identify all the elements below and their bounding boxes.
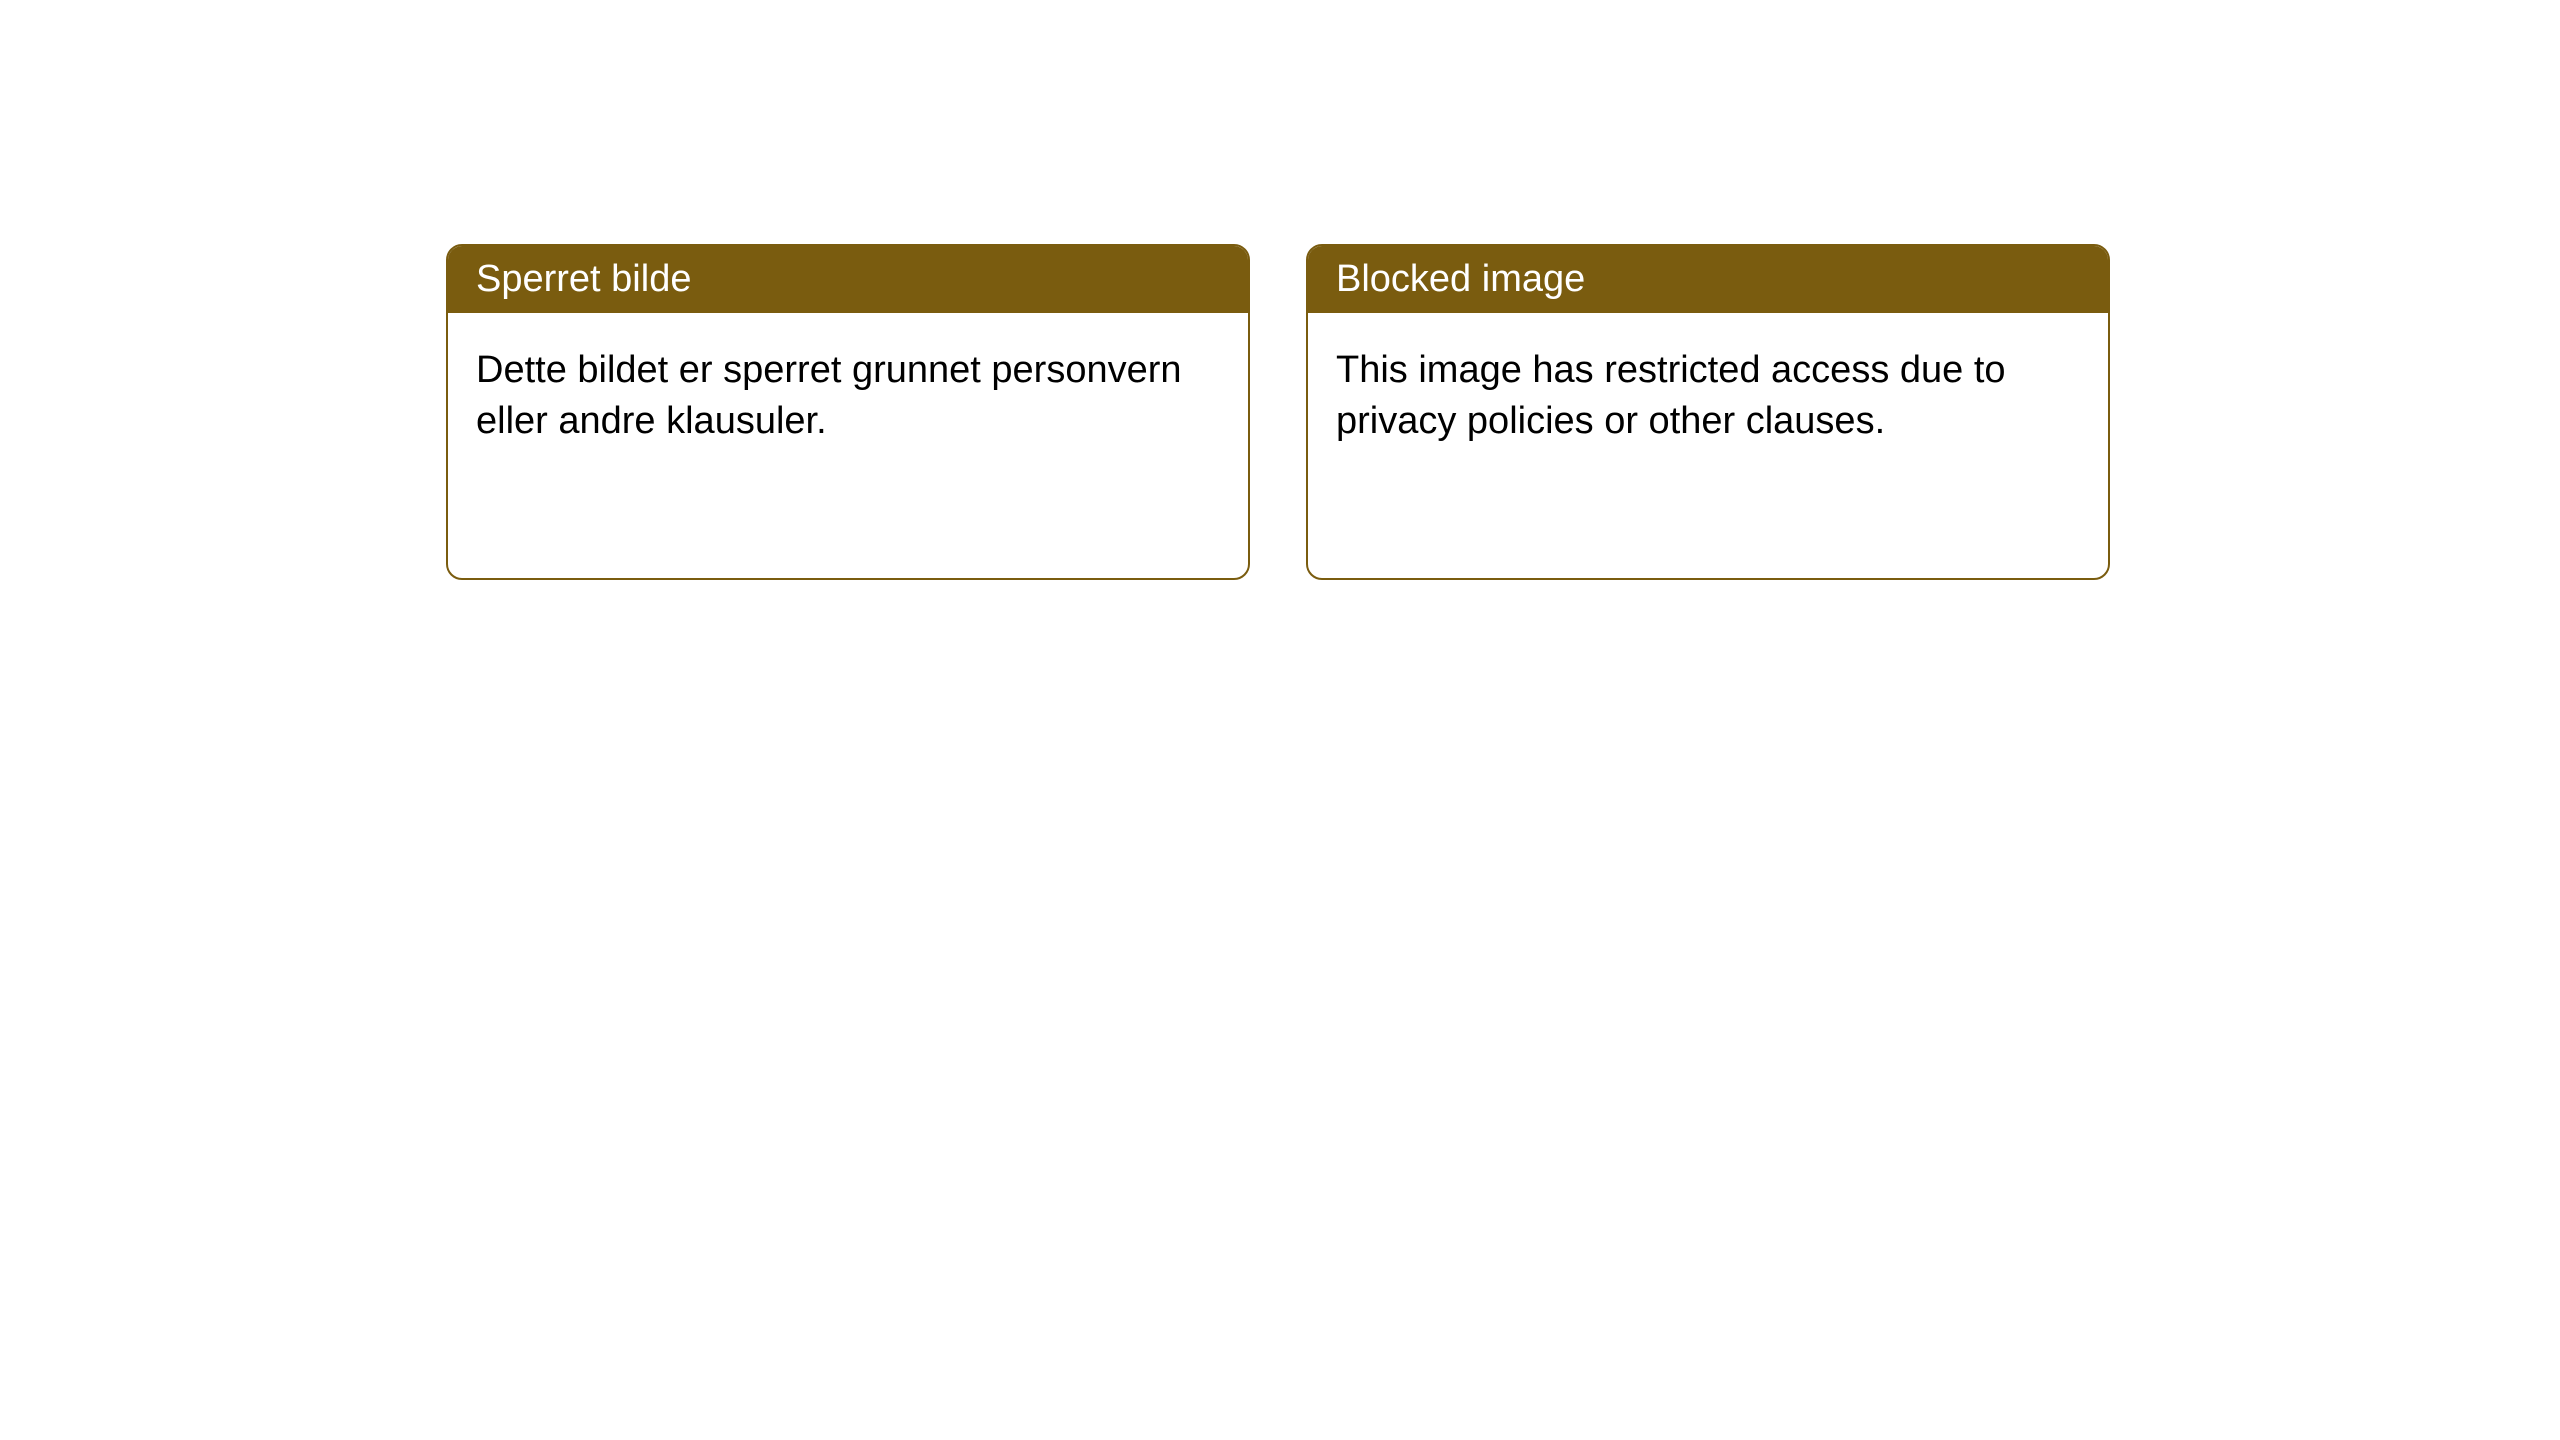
notice-container: Sperret bilde Dette bildet er sperret gr… [446,244,2110,580]
notice-text: Dette bildet er sperret grunnet personve… [476,349,1182,442]
notice-body: This image has restricted access due to … [1308,313,2108,480]
notice-header: Blocked image [1308,246,2108,313]
notice-body: Dette bildet er sperret grunnet personve… [448,313,1248,480]
notice-card-english: Blocked image This image has restricted … [1306,244,2110,580]
notice-title: Sperret bilde [476,258,691,300]
notice-card-norwegian: Sperret bilde Dette bildet er sperret gr… [446,244,1250,580]
notice-title: Blocked image [1336,258,1585,300]
notice-header: Sperret bilde [448,246,1248,313]
notice-text: This image has restricted access due to … [1336,349,2006,442]
